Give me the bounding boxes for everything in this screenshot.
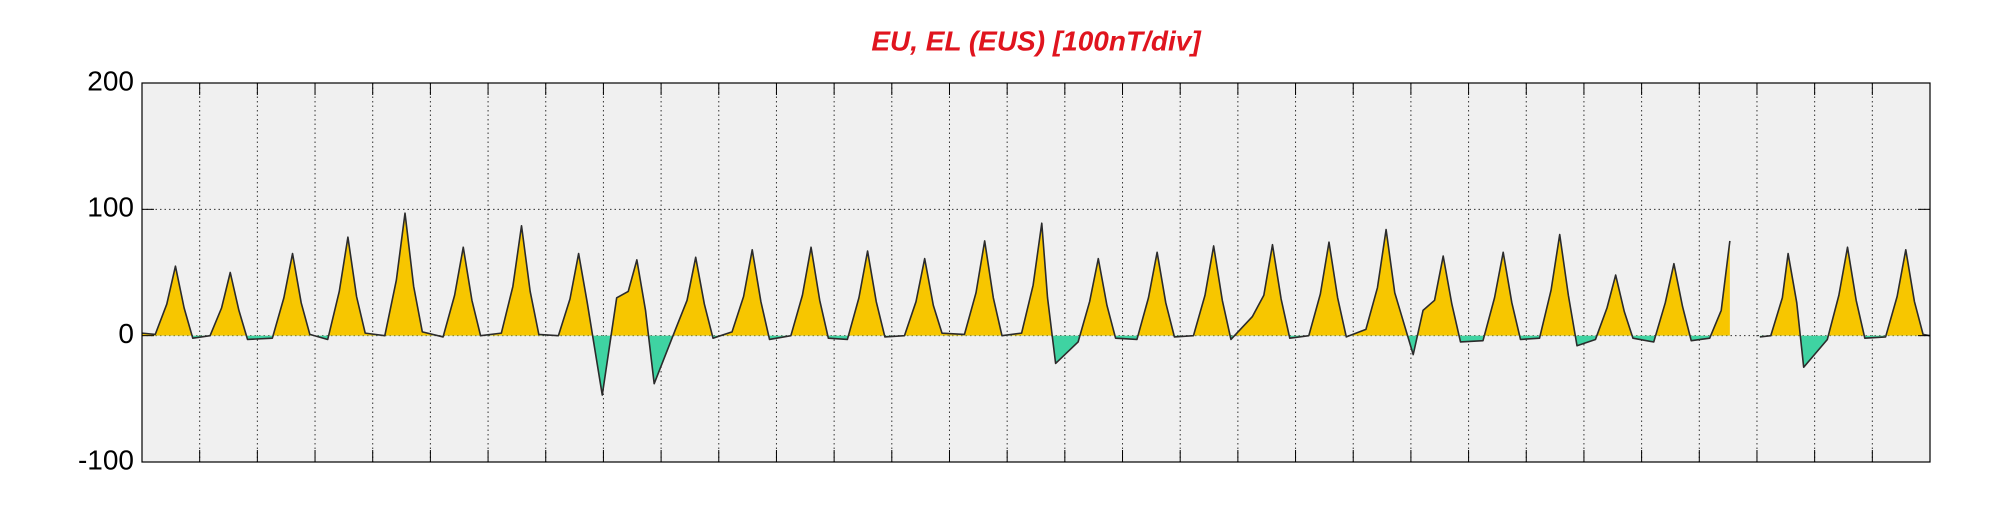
- y-tick-label: 0: [118, 318, 134, 349]
- y-tick-label: 200: [87, 65, 134, 96]
- data: [141, 212, 1931, 396]
- plot-frame: [141, 82, 1931, 463]
- y-tick-label: -100: [78, 444, 134, 475]
- area-positive: [142, 213, 1930, 336]
- axes: -100 0 100 200: [78, 65, 1931, 475]
- chart-title: EU, EL (EUS) [100nT/div]: [871, 25, 1202, 56]
- y-tick-label: 100: [87, 192, 134, 223]
- grid: [142, 83, 1930, 462]
- line: [141, 212, 1931, 396]
